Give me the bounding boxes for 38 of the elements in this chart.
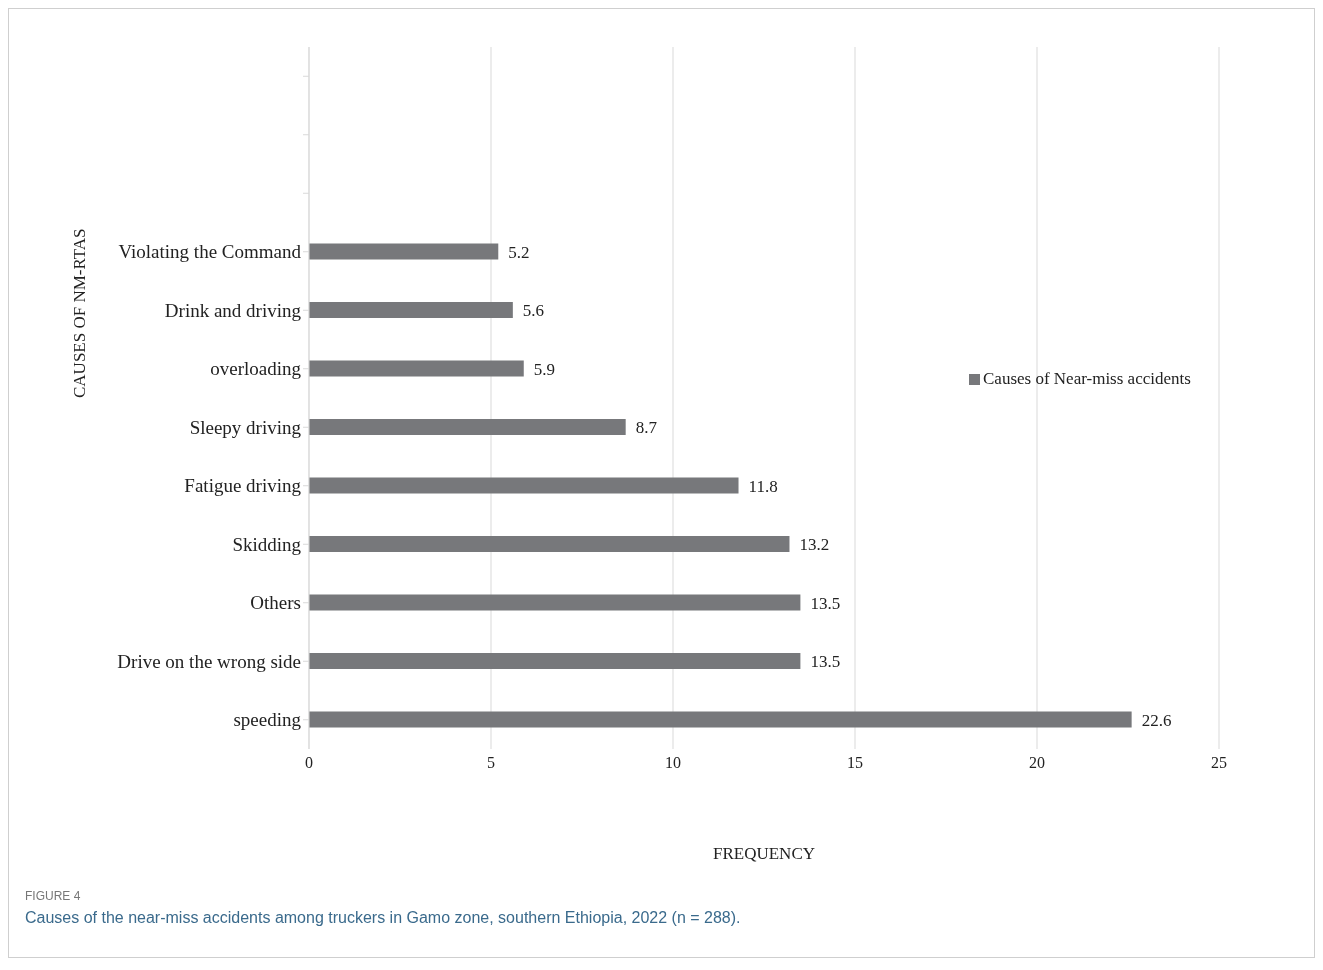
bar bbox=[309, 653, 801, 669]
data-label: 13.5 bbox=[810, 652, 841, 672]
x-tick-label: 20 bbox=[1029, 754, 1045, 772]
y-tick-label: Fatigue driving bbox=[184, 475, 302, 497]
data-label: 13.5 bbox=[810, 593, 841, 613]
bar bbox=[309, 477, 739, 494]
bar bbox=[309, 594, 801, 611]
data-label: 8.7 bbox=[635, 418, 658, 438]
bar bbox=[309, 536, 790, 552]
data-label: 13.2 bbox=[799, 535, 830, 555]
data-label: 5.6 bbox=[522, 301, 545, 321]
bar bbox=[309, 243, 499, 260]
x-tick-label: 0 bbox=[305, 754, 313, 772]
x-tick-label: 5 bbox=[487, 754, 495, 772]
y-tick-label: Drink and driving bbox=[164, 299, 302, 321]
data-label: 22.6 bbox=[1141, 710, 1172, 730]
y-tick-label: Sleepy driving bbox=[189, 416, 302, 438]
data-label: 5.2 bbox=[508, 242, 530, 262]
y-tick-label: Violating the Command bbox=[118, 241, 302, 263]
y-axis-title: CAUSES OF NM-RTAS bbox=[70, 228, 90, 398]
text: Causes of the near-miss accidents among truckers in Gamo zone, southern Ethiopia, 2022 (n = 288). bbox=[25, 909, 742, 927]
bar bbox=[309, 711, 1132, 728]
legend-label: Causes of Near-miss accidents bbox=[983, 369, 1191, 389]
y-tick-label: Others bbox=[250, 592, 301, 614]
x-axis-title: FREQUENCY bbox=[712, 844, 816, 863]
x-tick-label: 15 bbox=[847, 754, 863, 772]
bar bbox=[309, 302, 513, 318]
caption: FIGURE 4 bbox=[25, 889, 82, 903]
y-tick-label: overloading bbox=[210, 358, 302, 380]
y-tick-label: Drive on the wrong side bbox=[117, 650, 301, 672]
x-tick-label: 10 bbox=[665, 754, 681, 772]
y-tick-label: Skidding bbox=[232, 533, 302, 555]
bar bbox=[309, 360, 524, 377]
x-tick-label: 25 bbox=[1211, 754, 1227, 772]
data-label: 11.8 bbox=[748, 476, 778, 496]
y-tick-label: speeding bbox=[233, 709, 302, 731]
data-label: 5.9 bbox=[533, 359, 556, 379]
bar bbox=[309, 419, 626, 435]
